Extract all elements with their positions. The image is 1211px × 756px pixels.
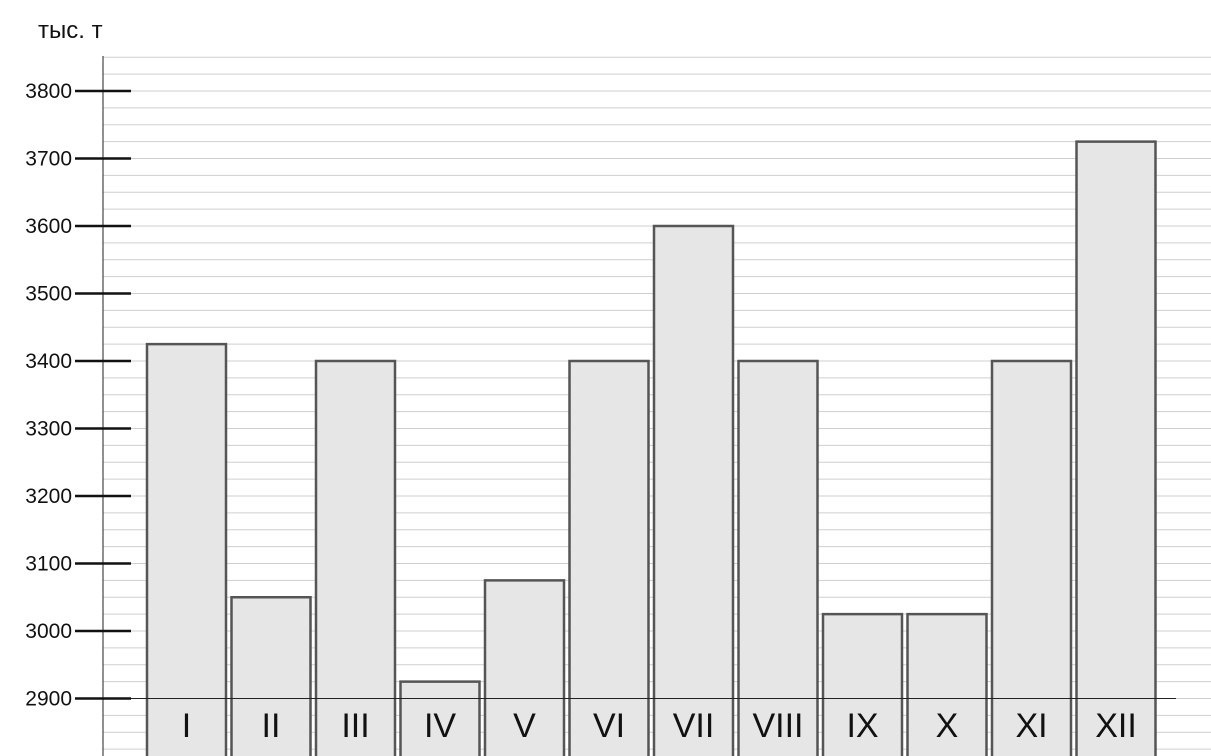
bar-X <box>906 612 988 756</box>
y-tick-label: 3200 <box>25 485 72 508</box>
category-label-VII: VII <box>673 707 715 745</box>
bar-VII <box>652 224 735 756</box>
category-label-II: II <box>262 707 281 745</box>
y-tick-label: 3000 <box>25 620 72 643</box>
bar-III <box>314 359 397 756</box>
category-label-III: III <box>341 707 369 745</box>
bar-I <box>145 342 228 756</box>
y-tick-label: 3100 <box>25 553 72 576</box>
y-ticks: 2900 3000 3100 3200 3300 3400 3500 3600 3700 3800 <box>25 80 131 711</box>
category-label-XII: XII <box>1095 707 1137 745</box>
y-tick-label: 3400 <box>25 350 72 373</box>
category-label-XI: XI <box>1015 707 1047 745</box>
bar-V <box>483 579 566 756</box>
category-label-IV: IV <box>424 707 456 745</box>
bar-II <box>230 596 312 756</box>
category-label-VI: VI <box>593 707 625 745</box>
category-labels: I II III IV V VI VII VIII IX X XI XII <box>182 707 1137 745</box>
y-tick-label: 3800 <box>25 80 72 103</box>
category-label-VIII: VIII <box>752 707 803 745</box>
bar-VI <box>568 359 650 756</box>
y-tick-label: 3300 <box>25 418 72 441</box>
category-label-X: X <box>936 707 959 745</box>
bar-XI <box>990 359 1073 756</box>
bars <box>145 140 1157 756</box>
y-tick-label: 2900 <box>25 688 72 711</box>
y-axis-unit-label: тыс. т <box>38 17 103 44</box>
category-label-I: I <box>182 707 191 745</box>
bar-IV <box>399 680 481 756</box>
category-label-V: V <box>513 707 536 745</box>
y-tick-label: 3600 <box>25 215 72 238</box>
y-tick-label: 3700 <box>25 148 72 171</box>
category-label-IX: IX <box>846 707 878 745</box>
bar-XII <box>1075 140 1157 756</box>
bar-IX <box>821 612 904 756</box>
y-tick-label: 3500 <box>25 283 72 306</box>
bar-VIII <box>737 359 819 756</box>
